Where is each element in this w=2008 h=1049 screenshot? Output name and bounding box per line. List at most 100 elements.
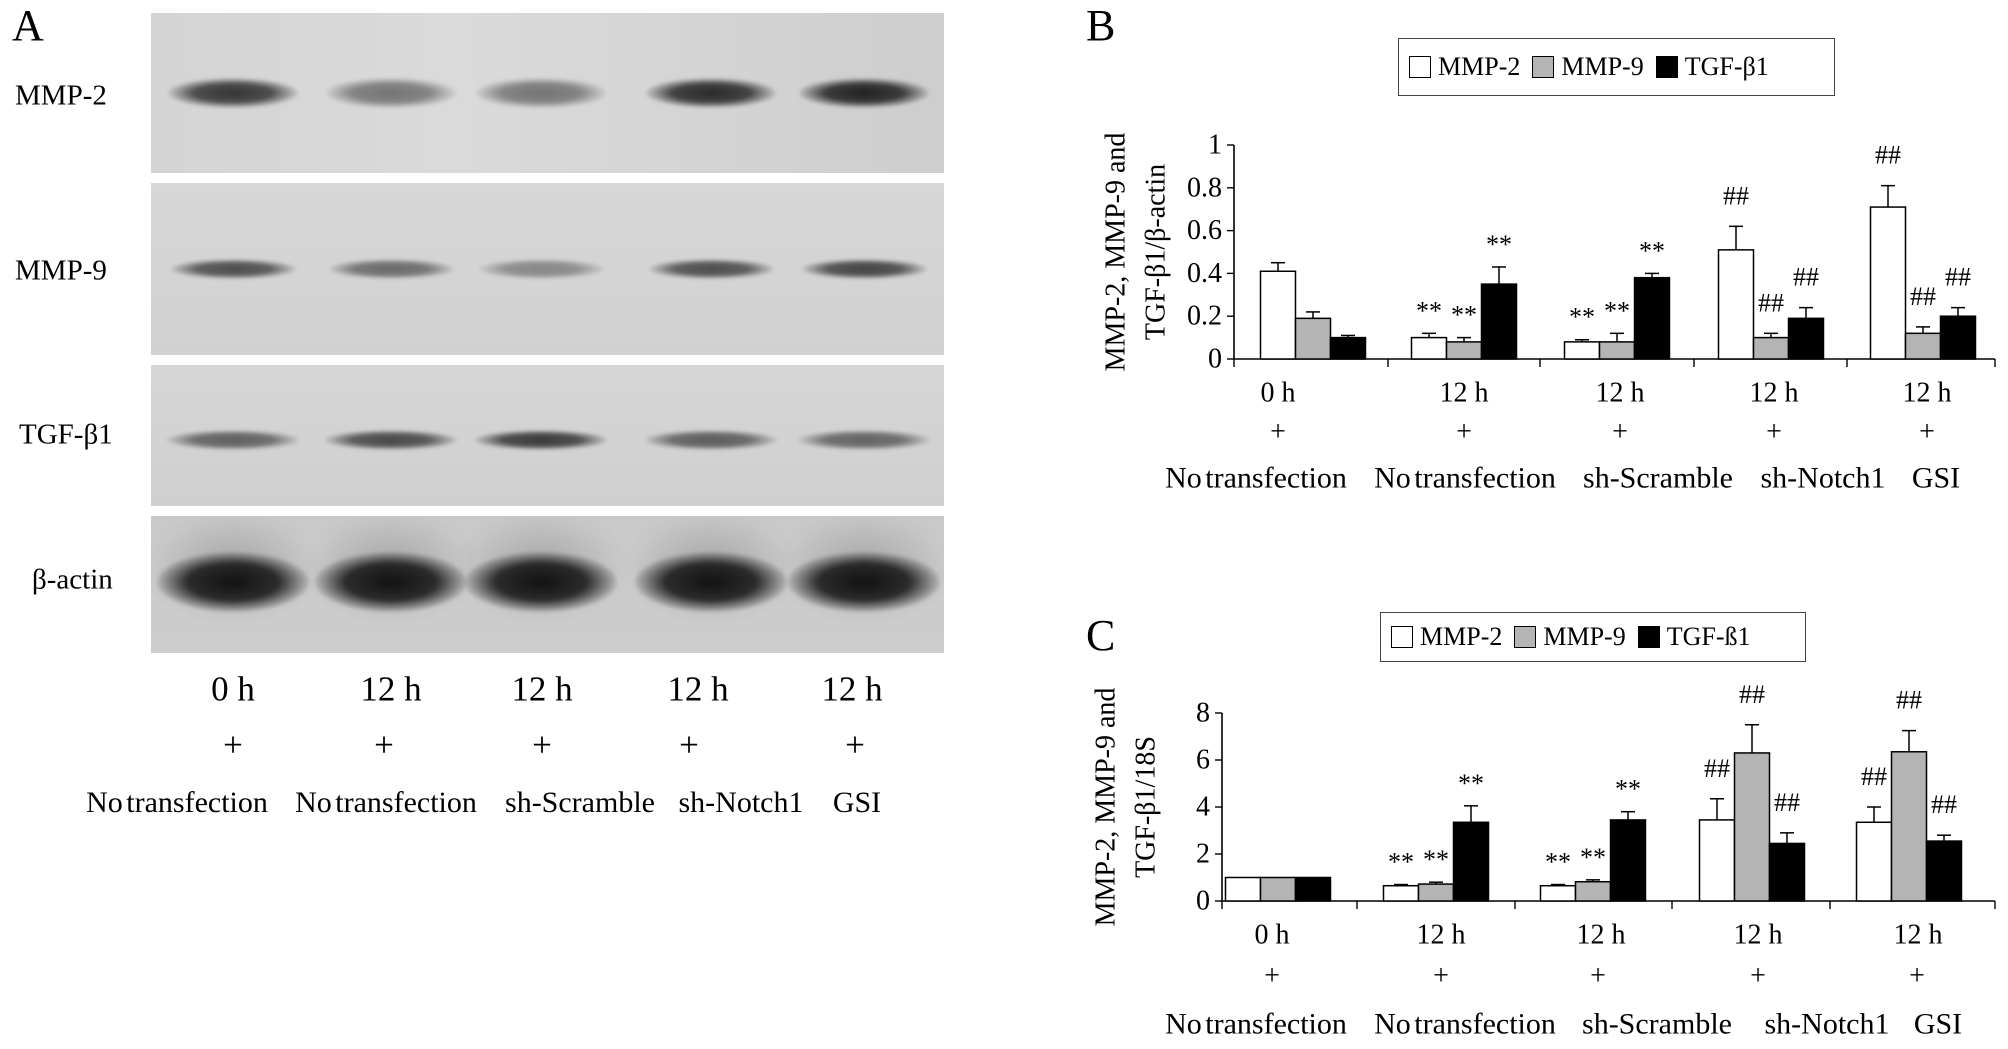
legend-swatch-tgfb1 <box>1655 56 1678 78</box>
bar <box>1633 276 1671 360</box>
panel-a-letter: A <box>12 1 44 50</box>
x-category-time-label: 12 h <box>1894 920 1943 951</box>
blot-band <box>635 551 787 612</box>
blot-band <box>465 551 617 612</box>
y-tick-label: 4 <box>1196 792 1210 823</box>
x-category-plus-sign: + <box>1750 961 1766 992</box>
x-category-plus-sign: + <box>1919 417 1935 448</box>
bar <box>1445 341 1483 360</box>
blot-band <box>326 78 456 108</box>
chart-b-legend: MMP-2 MMP-9 TGF-β1 <box>1398 38 1835 96</box>
bar <box>1752 336 1790 360</box>
blot-band <box>648 259 774 279</box>
x-category-condition-label: sh-Scramble <box>1582 1008 1732 1041</box>
blot-strip-mmp2 <box>151 13 944 173</box>
x-category-plus-sign: + <box>1456 417 1472 448</box>
bar <box>1939 315 1977 360</box>
blot-band <box>799 78 929 108</box>
x-category-plus-sign: + <box>1909 961 1925 992</box>
x-category-condition-label: No transfection <box>1165 1008 1347 1041</box>
blot-row-label-tgfb1: TGF-β1 <box>19 418 113 451</box>
significance-mark: ** <box>1451 301 1477 330</box>
legend-swatch-mmp9 <box>1532 56 1555 78</box>
lane-condition-label: GSI <box>832 786 882 819</box>
y-tick-label: 1 <box>1208 130 1222 161</box>
bar <box>1382 884 1420 902</box>
significance-mark: ** <box>1604 296 1630 325</box>
bar <box>1855 821 1893 902</box>
chart-c-legend: MMP-2 MMP-9 TGF-ß1 <box>1380 612 1806 662</box>
blot-strip-mmp9 <box>151 183 944 355</box>
bar <box>1890 751 1928 902</box>
x-category-time-label: 0 h <box>1255 920 1290 951</box>
y-tick-label: 0.4 <box>1187 258 1222 289</box>
x-category-plus-sign: + <box>1270 417 1286 448</box>
blot-band <box>325 429 457 450</box>
x-category-plus-sign: + <box>1433 961 1449 992</box>
bar <box>1539 884 1577 902</box>
bar <box>1329 336 1367 360</box>
legend-swatch-tgfb1 <box>1637 626 1660 648</box>
x-category-time-label: 12 h <box>1596 378 1645 409</box>
lane-plus-sign: + <box>679 725 699 765</box>
lane-time-label: 12 h <box>511 669 573 709</box>
significance-mark: ** <box>1423 845 1449 874</box>
blot-band <box>645 429 777 450</box>
x-category-condition-label: sh-Notch1 <box>1765 1008 1890 1041</box>
lane-time-label: 12 h <box>360 669 422 709</box>
bar <box>1717 249 1755 360</box>
y-axis-label: MMP-2, MMP-9 and <box>1101 133 1132 372</box>
blot-band <box>478 259 604 279</box>
x-category-plus-sign: + <box>1590 961 1606 992</box>
lane-condition-label: sh-Notch1 <box>678 786 804 819</box>
x-category-condition-label: sh-Scramble <box>1583 462 1733 495</box>
significance-mark: ** <box>1416 296 1442 325</box>
bar <box>1598 341 1636 360</box>
legend-label-tgfb1: TGF-ß1 <box>1666 622 1751 651</box>
x-category-time-label: 12 h <box>1577 920 1626 951</box>
lane-condition-label: No transfection <box>295 786 477 819</box>
blot-band <box>798 429 930 450</box>
x-category-plus-sign: + <box>1766 417 1782 448</box>
y-axis-label: TGF-β1/18S <box>1131 736 1162 878</box>
bar <box>1733 752 1771 902</box>
bar <box>1574 880 1612 902</box>
x-category-condition-label: GSI <box>1912 462 1960 495</box>
lane-condition-label: sh-Scramble <box>505 786 655 819</box>
lane-time-label: 0 h <box>211 669 255 709</box>
significance-mark: ## <box>1723 181 1749 210</box>
blot-band <box>315 551 467 612</box>
y-tick-label: 0 <box>1208 344 1222 375</box>
significance-mark: ** <box>1388 848 1414 877</box>
bar <box>1925 840 1963 902</box>
significance-mark: ** <box>1569 303 1595 332</box>
significance-mark: ## <box>1739 680 1765 709</box>
y-axis-label: TGF-β1/β-actin <box>1141 164 1172 340</box>
y-tick-label: 0.6 <box>1187 215 1222 246</box>
x-category-plus-sign: + <box>1612 417 1628 448</box>
significance-mark: ## <box>1896 686 1922 715</box>
blot-band <box>475 429 607 450</box>
x-category-time-label: 12 h <box>1440 378 1489 409</box>
lane-time-label: 12 h <box>667 669 729 709</box>
x-category-condition-label: sh-Notch1 <box>1761 462 1886 495</box>
bar <box>1259 876 1297 902</box>
legend-label-mmp2: MMP-2 <box>1438 52 1521 81</box>
x-category-plus-sign: + <box>1264 961 1280 992</box>
blot-band <box>646 78 776 108</box>
x-category-condition-label: No transfection <box>1374 462 1556 495</box>
bar <box>1224 876 1262 902</box>
significance-mark: ## <box>1704 754 1730 783</box>
panel-c-letter: C <box>1086 611 1116 660</box>
legend-swatch-mmp2 <box>1391 626 1413 648</box>
significance-mark: ## <box>1774 788 1800 817</box>
lane-plus-sign: + <box>374 725 394 765</box>
legend-label-mmp9: MMP-9 <box>1561 52 1644 81</box>
lane-plus-sign: + <box>532 725 552 765</box>
significance-mark: ## <box>1931 790 1957 819</box>
y-tick-label: 6 <box>1196 745 1210 776</box>
blot-strip-tgfb1 <box>151 365 944 506</box>
bar <box>1768 842 1806 902</box>
bar <box>1410 336 1448 360</box>
x-category-time-label: 12 h <box>1903 378 1952 409</box>
